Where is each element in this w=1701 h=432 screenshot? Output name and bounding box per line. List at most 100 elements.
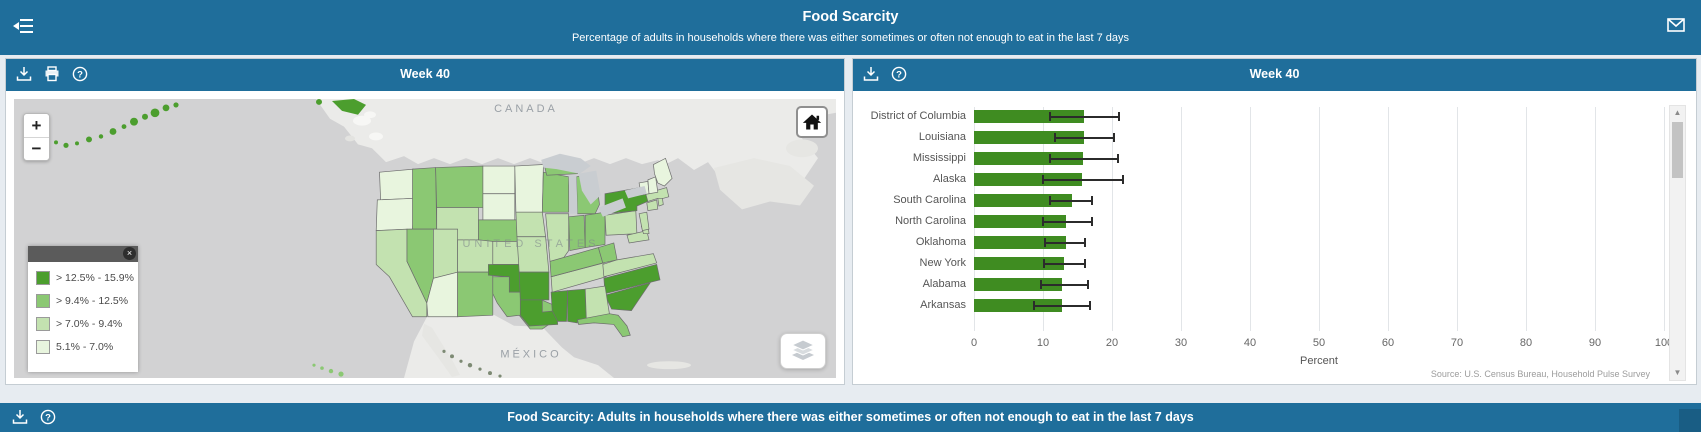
download-icon[interactable] bbox=[12, 409, 29, 426]
map-panel-header: ? Week 40 bbox=[6, 59, 844, 91]
bar-district-of-columbia[interactable] bbox=[974, 110, 1084, 123]
gridline bbox=[1526, 107, 1527, 331]
chart-scrollbar[interactable]: ▲ ▼ bbox=[1669, 105, 1686, 381]
x-tick-label: 10 bbox=[1036, 337, 1050, 349]
category-label: Alabama bbox=[922, 278, 966, 290]
legend-label: 5.1% - 7.0% bbox=[56, 341, 114, 353]
state-iowa bbox=[516, 212, 546, 237]
bar-alaska[interactable] bbox=[974, 173, 1082, 186]
state-hawaii[interactable] bbox=[312, 363, 344, 377]
state-wisconsin bbox=[542, 172, 568, 212]
zoom-in-button[interactable]: + bbox=[24, 114, 49, 137]
scroll-down-icon[interactable]: ▼ bbox=[1673, 368, 1682, 377]
bar-chart: District of Columbia Louisiana Mississippi… bbox=[853, 91, 1696, 386]
home-icon bbox=[802, 114, 822, 130]
us-states[interactable] bbox=[376, 153, 672, 337]
state-illinois bbox=[546, 214, 569, 262]
category-label: South Carolina bbox=[893, 194, 966, 206]
state-alabama bbox=[568, 289, 587, 323]
lake-huron bbox=[578, 170, 601, 205]
bar-louisiana[interactable] bbox=[974, 131, 1084, 144]
download-icon[interactable] bbox=[863, 66, 880, 83]
legend-header[interactable]: × bbox=[28, 246, 138, 262]
home-button[interactable] bbox=[796, 106, 828, 138]
legend-entry: > 7.0% - 9.4% bbox=[36, 317, 138, 331]
envelope-icon[interactable] bbox=[1667, 18, 1685, 37]
category-label: Oklahoma bbox=[915, 236, 966, 248]
scroll-up-icon[interactable]: ▲ bbox=[1673, 108, 1682, 117]
zoom-out-button[interactable]: − bbox=[24, 137, 49, 160]
mexico-label: MÉXICO bbox=[500, 347, 561, 360]
gridline bbox=[1664, 107, 1665, 331]
category-label: New York bbox=[919, 257, 966, 269]
x-tick-label: 100 bbox=[1654, 337, 1674, 349]
source-note: Source: U.S. Census Bureau, Household Pu… bbox=[1430, 369, 1650, 379]
error-bar bbox=[1049, 112, 1120, 121]
bar-south-carolina[interactable] bbox=[974, 194, 1072, 207]
error-bar bbox=[1033, 301, 1092, 310]
category-label: North Carolina bbox=[895, 215, 966, 227]
state-virginia bbox=[603, 254, 657, 277]
category-label: Louisiana bbox=[918, 131, 966, 143]
state-utah bbox=[433, 229, 457, 278]
state-arkansas bbox=[519, 272, 549, 300]
x-tick-label: 40 bbox=[1243, 337, 1257, 349]
united-states-label: UNITED STATES bbox=[462, 238, 599, 250]
legend-entry: 5.1% - 7.0% bbox=[36, 340, 138, 354]
state-alaska[interactable] bbox=[54, 99, 366, 148]
bar-mississippi[interactable] bbox=[974, 152, 1084, 165]
lake-ontario bbox=[624, 186, 647, 199]
chart-panel: ? Week 40 District of Columbia Louisiana M… bbox=[852, 58, 1697, 385]
footer-title: Food Scarcity: Adults in households wher… bbox=[507, 410, 1194, 424]
bar-oklahoma[interactable] bbox=[974, 236, 1066, 249]
x-tick-label: 0 bbox=[970, 337, 978, 349]
x-tick-label: 20 bbox=[1105, 337, 1119, 349]
error-bar bbox=[1044, 238, 1087, 247]
error-bar bbox=[1043, 259, 1086, 268]
state-connecticut bbox=[647, 200, 658, 211]
x-tick-label: 90 bbox=[1588, 337, 1602, 349]
gridline bbox=[1181, 107, 1182, 331]
map-panel: ? Week 40 bbox=[5, 58, 845, 385]
page-title: Food Scarcity bbox=[802, 9, 899, 25]
bar-new-york[interactable] bbox=[974, 257, 1065, 270]
close-icon[interactable]: × bbox=[123, 247, 136, 260]
help-icon[interactable]: ? bbox=[40, 409, 57, 426]
scrollbar-thumb[interactable] bbox=[1672, 122, 1683, 178]
canada-label: CANADA bbox=[494, 103, 558, 115]
state-new-hampshire bbox=[648, 177, 658, 194]
category-label: Arkansas bbox=[920, 299, 966, 311]
svg-text:?: ? bbox=[45, 412, 51, 423]
state-south-carolina bbox=[605, 283, 650, 311]
footer-panel-header: ? Food Scarcity: Adults in households wh… bbox=[0, 403, 1701, 432]
bar-arkansas[interactable] bbox=[974, 299, 1063, 312]
category-label: Mississippi bbox=[912, 152, 966, 164]
state-north-dakota bbox=[483, 166, 515, 194]
gridline bbox=[1250, 107, 1251, 331]
legend-label: > 9.4% - 12.5% bbox=[56, 295, 129, 307]
state-montana bbox=[436, 166, 483, 208]
state-oregon bbox=[376, 198, 415, 230]
svg-text:?: ? bbox=[896, 69, 902, 80]
x-tick-label: 70 bbox=[1450, 337, 1464, 349]
help-icon[interactable]: ? bbox=[891, 66, 908, 83]
plot-area bbox=[974, 101, 1665, 333]
map-legend: × > 12.5% - 15.9% > 9.4% - 12.5% > 7.0% - … bbox=[28, 246, 138, 372]
error-bar bbox=[1049, 196, 1094, 205]
x-tick-label: 30 bbox=[1174, 337, 1188, 349]
layers-button[interactable] bbox=[780, 333, 826, 369]
download-icon[interactable] bbox=[16, 66, 33, 83]
legend-swatch bbox=[36, 271, 50, 285]
state-pennsylvania bbox=[605, 211, 637, 236]
error-bar bbox=[1041, 217, 1094, 226]
collapse-menu-icon[interactable] bbox=[13, 18, 33, 39]
gridline bbox=[1112, 107, 1113, 331]
legend-swatch bbox=[36, 340, 50, 354]
footer-scrollbar-corner bbox=[1679, 409, 1701, 432]
category-label: Alaska bbox=[932, 173, 966, 185]
x-axis-ticks: 0 10 20 30 40 50 60 70 80 90 100 bbox=[970, 337, 1673, 351]
gridline bbox=[1457, 107, 1458, 331]
print-icon[interactable] bbox=[44, 66, 61, 83]
choropleth-map[interactable]: CANADA UNITED STATES MÉXICO + − × bbox=[14, 99, 836, 378]
help-icon[interactable]: ? bbox=[72, 66, 89, 83]
